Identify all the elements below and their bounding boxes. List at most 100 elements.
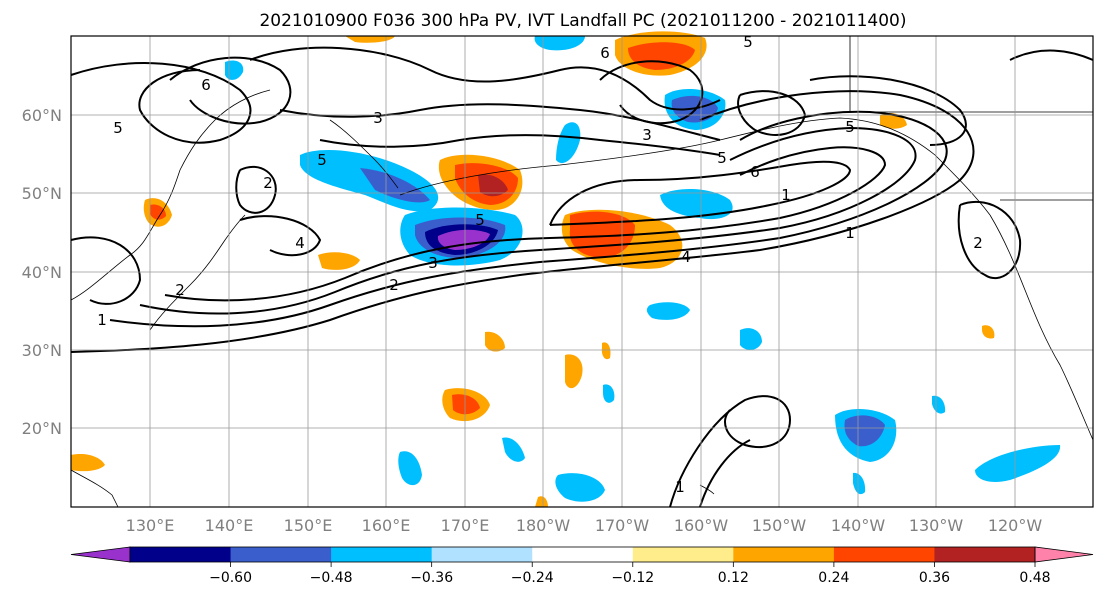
coastline-kamchatka xyxy=(329,119,399,189)
contour-label: 1 xyxy=(97,311,107,329)
pv-contour-5 xyxy=(549,160,852,226)
pos-anomaly-7 xyxy=(318,252,360,270)
colorbar-segment xyxy=(632,547,734,562)
pv-contour-2 xyxy=(109,110,948,328)
colorbar-tick-label: −0.48 xyxy=(310,570,353,586)
lon-label: 130°E xyxy=(126,516,175,535)
lon-label: 160°E xyxy=(362,516,411,535)
contour-label: 1 xyxy=(845,224,855,242)
contour-label: 6 xyxy=(201,76,211,94)
coastline-japan xyxy=(149,214,246,331)
pv-contour-13 xyxy=(809,75,967,146)
colorbar-tick-label: −0.36 xyxy=(410,570,453,586)
pos-anomaly-5b xyxy=(452,394,480,415)
neg-anomaly-13 xyxy=(556,122,581,164)
colorbar-segment xyxy=(130,547,232,562)
contour-label: 3 xyxy=(428,254,438,272)
pv-contour-14 xyxy=(70,236,142,305)
neg-anomaly-16 xyxy=(853,472,866,495)
pv-contour-4 xyxy=(164,146,887,302)
contour-label: 6 xyxy=(600,44,610,62)
colorbar-segment xyxy=(833,547,935,562)
neg-anomaly-12 xyxy=(225,60,244,80)
map-panel: 6 5 3 2 3 5 5 3 6 5 6 5 2 4 2 1 1 2 4 1 … xyxy=(70,31,1094,508)
lon-label: 140°E xyxy=(205,516,254,535)
colorbar-tick-label: 0.36 xyxy=(919,570,950,586)
contour-label: 1 xyxy=(781,186,791,204)
colorbar-segment xyxy=(532,547,634,562)
neg-anomaly-15 xyxy=(932,395,946,414)
lon-label: 170°W xyxy=(595,516,650,535)
neg-anomaly-4 xyxy=(534,36,585,51)
contour-label: 2 xyxy=(389,276,399,294)
pv-contour-11 xyxy=(599,60,704,125)
colorbar-tick-label: −0.24 xyxy=(511,570,554,586)
colorbar-segment xyxy=(934,547,1036,562)
lon-label: 120°W xyxy=(988,516,1043,535)
coastline-westcoast xyxy=(989,214,1094,441)
pv-contours xyxy=(70,46,1094,508)
pv-contour-1 xyxy=(70,90,975,353)
contour-label: 5 xyxy=(845,118,855,136)
lat-label: 20°N xyxy=(22,419,62,438)
contour-label: 5 xyxy=(743,33,753,51)
contour-label: 2 xyxy=(263,174,273,192)
neg-anomaly-8 xyxy=(398,451,422,486)
neg-anomaly-14 xyxy=(502,437,525,462)
pv-contour-16 xyxy=(239,215,322,257)
lon-label: 160°W xyxy=(674,516,729,535)
contour-label: 5 xyxy=(717,149,727,167)
contour-label: 1 xyxy=(675,478,685,496)
contour-label: 3 xyxy=(642,126,652,144)
coastline-philippines xyxy=(70,469,119,508)
coastline-alaska xyxy=(719,117,991,216)
contour-label: 4 xyxy=(295,234,305,252)
lat-label: 50°N xyxy=(22,184,62,203)
pos-anomaly-4 xyxy=(345,36,395,43)
colorbar-segment xyxy=(431,547,533,562)
lon-label: 130°W xyxy=(909,516,964,535)
neg-anomaly-7 xyxy=(975,445,1061,482)
colorbar-ticks: −0.60 −0.48 −0.36 −0.24 −0.12 0.12 0.24 0.36 0.4… xyxy=(209,562,1051,586)
map-frame xyxy=(70,35,1094,508)
coastlines xyxy=(70,89,1094,508)
contour-labels: 6 5 3 2 3 5 5 3 6 5 6 5 2 4 2 1 1 2 4 1 … xyxy=(97,33,983,496)
pv-contour-3 xyxy=(139,126,917,315)
neg-anomaly-6b xyxy=(844,415,885,447)
pv-contour-15 xyxy=(235,165,277,214)
contour-label: 4 xyxy=(681,248,691,266)
neg-anomaly-1b xyxy=(360,168,430,203)
pos-anomaly-10 xyxy=(71,454,105,472)
pos-anomaly-6b xyxy=(150,204,166,220)
neg-anomaly-2d xyxy=(437,229,490,250)
lon-label: 150°E xyxy=(284,516,333,535)
colorbar-segment xyxy=(331,547,433,562)
pos-anomaly-12 xyxy=(982,325,995,339)
pos-anomaly-3b xyxy=(628,42,695,70)
pos-anomaly-8 xyxy=(565,354,583,389)
lon-label: 170°E xyxy=(441,516,490,535)
contour-label: 5 xyxy=(113,119,123,137)
contour-label: 2 xyxy=(973,234,983,252)
colorbar-frame xyxy=(129,546,1036,563)
neg-anomaly-9 xyxy=(555,473,605,502)
political-borders xyxy=(849,36,1093,201)
colorbar-segment xyxy=(230,547,332,562)
pos-anomaly-1c xyxy=(478,174,508,197)
contour-label: 2 xyxy=(175,281,185,299)
pv-contour-18 xyxy=(669,395,792,508)
pv-contour-19 xyxy=(699,439,751,508)
colorbar-tick-label: 0.24 xyxy=(818,570,849,586)
pos-anomaly-14 xyxy=(535,496,548,507)
figure-title: 2021010900 F036 300 hPa PV, IVT Landfall… xyxy=(259,11,906,31)
colorbar-tick-label: −0.60 xyxy=(209,570,252,586)
pv-contour-6 xyxy=(70,62,252,144)
pv-contour-7 xyxy=(169,56,292,125)
neg-anomaly-17 xyxy=(603,384,615,403)
anomaly-shading xyxy=(71,31,1061,507)
contour-label: 3 xyxy=(373,109,383,127)
colorbar-extend-left xyxy=(70,546,131,563)
coastline-aleutians xyxy=(399,139,721,196)
colorbar: −0.60 −0.48 −0.36 −0.24 −0.12 0.12 0.24 0.36 0.4… xyxy=(70,546,1094,586)
